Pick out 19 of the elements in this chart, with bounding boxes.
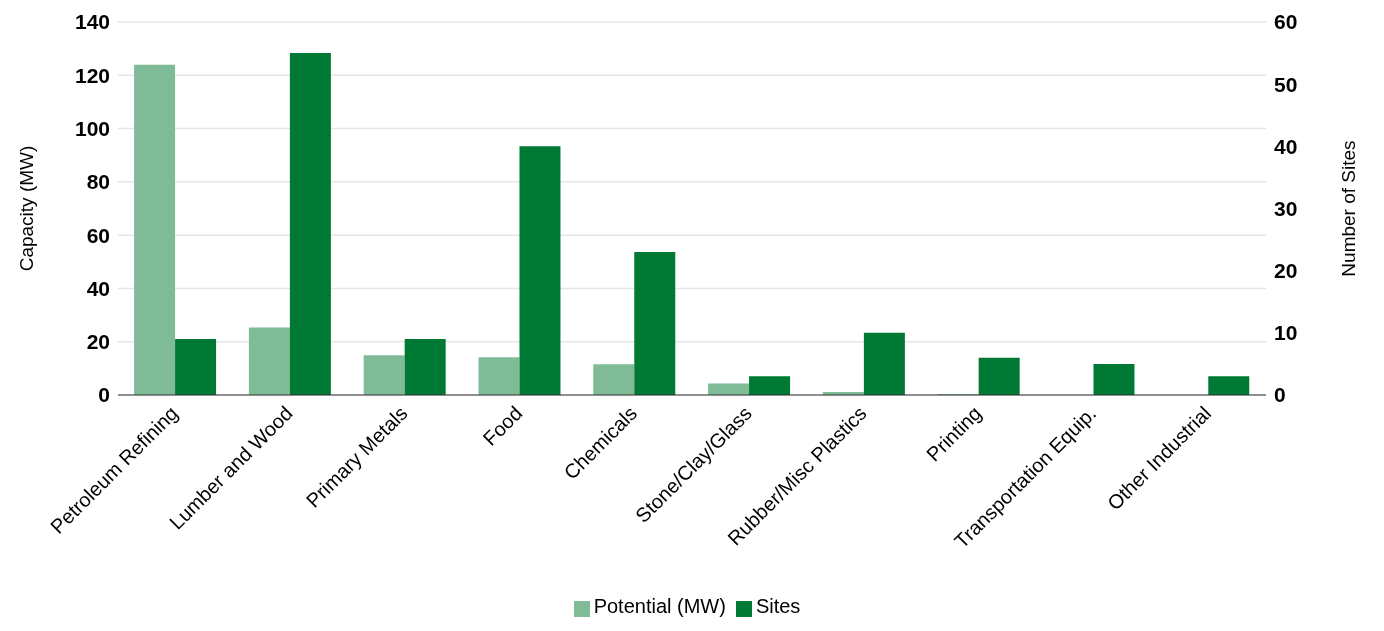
- y-tick-label: 20: [86, 330, 110, 354]
- y-tick-label: 60: [86, 223, 110, 247]
- legend-label: Sites: [755, 595, 801, 617]
- y-tick-label: 40: [86, 276, 110, 300]
- y2-tick-label: 30: [1274, 196, 1298, 220]
- y2-tick-label: 10: [1274, 321, 1298, 345]
- y2-tick-label: 20: [1274, 259, 1298, 283]
- y-tick-label: 140: [74, 10, 110, 34]
- legend-label: Potential (MW): [593, 595, 726, 617]
- y2-axis-title: Number of Sites: [1337, 140, 1359, 277]
- y2-tick-label: 40: [1274, 134, 1298, 158]
- y-axis-title: Capacity (MW): [15, 145, 37, 272]
- y-tick-label: 80: [86, 170, 110, 194]
- y-tick-label: 120: [74, 63, 110, 87]
- y2-tick-label: 60: [1274, 10, 1298, 34]
- y-tick-label: 100: [74, 117, 110, 141]
- y-tick-label: 0: [98, 383, 110, 407]
- y2-tick-label: 50: [1274, 72, 1298, 96]
- y2-tick-label: 0: [1274, 383, 1286, 407]
